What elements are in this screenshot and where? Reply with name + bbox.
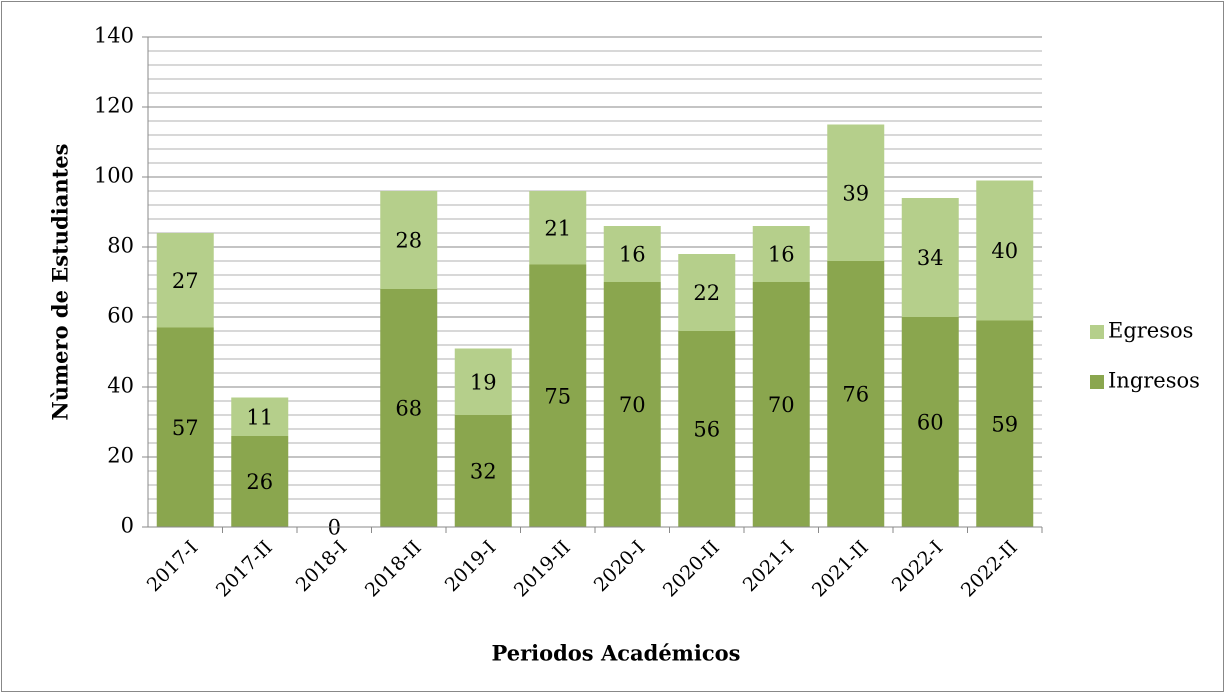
bar-segment (454, 415, 512, 527)
bar-segment (678, 331, 736, 527)
data-label: 56 (693, 418, 720, 442)
data-label: 59 (991, 412, 1018, 436)
bar-segment (231, 397, 289, 436)
data-label: 70 (768, 393, 795, 417)
data-label: 68 (395, 397, 422, 421)
bar-segment (380, 289, 438, 527)
data-label: 40 (991, 239, 1018, 263)
data-label: 75 (544, 384, 571, 408)
y-axis-title: Nùmero de Estudiantes (48, 144, 73, 421)
bar-segment (231, 436, 289, 527)
data-label: 16 (619, 243, 646, 267)
data-label: 32 (470, 460, 497, 484)
legend-swatch (1090, 375, 1104, 389)
y-tick-label: 60 (107, 304, 134, 328)
data-label: 11 (246, 405, 273, 429)
y-tick-label: 140 (94, 24, 134, 48)
y-tick-label: 20 (107, 444, 134, 468)
bar-segment (901, 317, 959, 527)
y-tick-label: 0 (121, 514, 134, 538)
data-label: 57 (172, 416, 199, 440)
y-tick-label: 120 (94, 94, 134, 118)
data-label: 27 (172, 269, 199, 293)
data-label: 16 (768, 243, 795, 267)
bar-segment (976, 180, 1034, 321)
x-axis-title: Periodos Académicos (491, 641, 740, 666)
data-label: 39 (842, 181, 869, 205)
bar-segment (901, 198, 959, 317)
data-label: 60 (917, 411, 944, 435)
bar-segment (827, 124, 885, 261)
bar-segment (156, 233, 214, 328)
bar-segment (752, 282, 810, 527)
bar-segment (752, 226, 810, 282)
data-label: 70 (619, 393, 646, 417)
bar-segment (380, 191, 438, 289)
legend-label: Egresos (1108, 319, 1193, 343)
data-label: 26 (246, 470, 273, 494)
bar-segment (678, 254, 736, 331)
bar-segment (156, 327, 214, 527)
data-label: 34 (917, 246, 944, 270)
data-label: 19 (470, 370, 497, 394)
bar-segment (827, 261, 885, 527)
bar-segment (454, 348, 512, 415)
y-tick-label: 80 (107, 234, 134, 258)
bar-segment (603, 226, 661, 282)
data-label: 76 (842, 383, 869, 407)
bar-segment (529, 191, 587, 265)
data-label: 22 (693, 281, 720, 305)
y-tick-label: 40 (107, 374, 134, 398)
legend-label: Ingresos (1108, 369, 1200, 393)
data-label: 28 (395, 229, 422, 253)
bar-segment (529, 264, 587, 527)
bar-segment (976, 320, 1034, 527)
bar-segment (603, 282, 661, 527)
legend-swatch (1090, 325, 1104, 339)
data-label: 21 (544, 216, 571, 240)
y-tick-label: 100 (94, 164, 134, 188)
